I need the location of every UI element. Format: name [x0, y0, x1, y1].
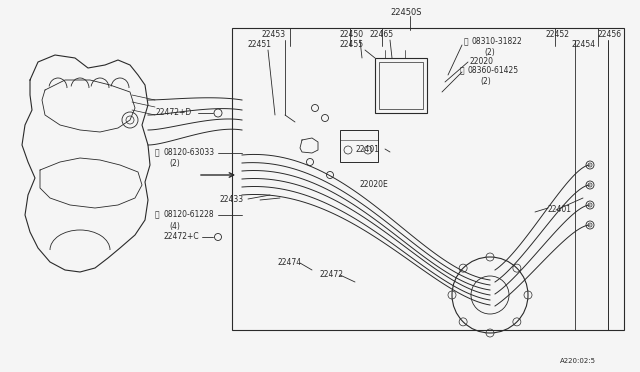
- Text: 22465: 22465: [370, 30, 394, 39]
- Text: A220:02:5: A220:02:5: [560, 358, 596, 364]
- Text: Ⓑ: Ⓑ: [155, 210, 159, 219]
- Text: 22472+C: 22472+C: [163, 232, 198, 241]
- Text: 22433: 22433: [220, 195, 244, 204]
- Text: 22456: 22456: [598, 30, 622, 39]
- Text: Ⓢ: Ⓢ: [460, 66, 465, 75]
- Text: (2): (2): [484, 48, 495, 57]
- Text: 22401: 22401: [548, 205, 572, 214]
- Text: (4): (4): [169, 222, 180, 231]
- Text: 22450S: 22450S: [390, 8, 422, 17]
- Text: Ⓑ: Ⓑ: [155, 148, 159, 157]
- Bar: [232, 28, 624, 330]
- Bar: [379, 62, 423, 109]
- Text: 22474: 22474: [278, 258, 302, 267]
- Text: (2): (2): [480, 77, 491, 86]
- Text: 22401: 22401: [356, 145, 380, 154]
- Text: 22453: 22453: [262, 30, 286, 39]
- Text: (2): (2): [169, 159, 180, 168]
- Text: 22472+D: 22472+D: [155, 108, 191, 117]
- Bar: [375, 58, 427, 113]
- Text: 22472: 22472: [320, 270, 344, 279]
- Text: 22020: 22020: [470, 57, 494, 66]
- Text: 08310-31822: 08310-31822: [472, 37, 523, 46]
- Text: 22454: 22454: [572, 40, 596, 49]
- Text: Ⓢ: Ⓢ: [464, 37, 468, 46]
- Text: 22455: 22455: [340, 40, 364, 49]
- Text: 22450: 22450: [340, 30, 364, 39]
- Text: 08120-61228: 08120-61228: [163, 210, 214, 219]
- Text: 22451: 22451: [248, 40, 272, 49]
- Bar: [340, 130, 378, 162]
- Text: 08360-61425: 08360-61425: [468, 66, 519, 75]
- Text: 08120-63033: 08120-63033: [163, 148, 214, 157]
- Text: 22452: 22452: [546, 30, 570, 39]
- Text: 22020E: 22020E: [360, 180, 388, 189]
